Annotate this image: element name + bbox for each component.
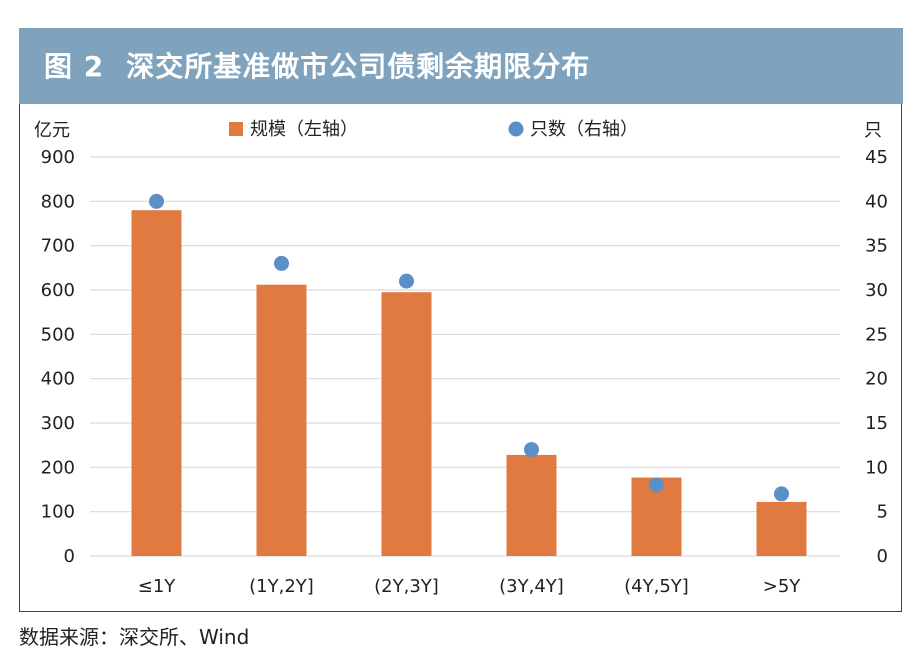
data-point xyxy=(274,255,289,271)
y-left-tick-label: 200 xyxy=(41,457,75,478)
figure-number: 图 2 xyxy=(44,50,105,83)
y-left-tick-label: 500 xyxy=(41,324,75,345)
y-right-tick-label: 15 xyxy=(865,413,888,434)
data-point xyxy=(524,442,539,458)
x-tick-label: (4Y,5Y] xyxy=(624,576,689,597)
y-axis-left-unit: 亿元 xyxy=(34,120,70,141)
x-tick-label: (2Y,3Y] xyxy=(374,576,439,597)
data-point xyxy=(774,486,789,502)
legend-dot-swatch xyxy=(508,121,524,137)
bar xyxy=(381,292,432,556)
y-left-tick-label: 100 xyxy=(41,502,75,523)
y-right-tick-label: 40 xyxy=(865,191,888,212)
bar xyxy=(256,284,307,556)
figure-header xyxy=(19,28,903,104)
y-left-tick-label: 600 xyxy=(41,280,75,301)
x-tick-label: ≤1Y xyxy=(138,576,177,597)
data-point xyxy=(399,273,414,289)
y-right-tick-label: 30 xyxy=(865,280,888,301)
y-left-tick-label: 0 xyxy=(64,546,75,567)
y-right-tick-label: 10 xyxy=(865,457,888,478)
y-right-tick-label: 0 xyxy=(877,546,888,567)
x-tick-label: >5Y xyxy=(763,576,802,597)
figure-title-text: 深交所基准做市公司债剩余期限分布 xyxy=(126,50,591,83)
y-left-tick-label: 300 xyxy=(41,413,75,434)
y-right-tick-label: 35 xyxy=(865,236,888,257)
legend-dot-label: 只数（右轴） xyxy=(530,119,638,140)
chart-frame xyxy=(19,104,902,612)
legend-bar-label: 规模（左轴） xyxy=(250,119,358,140)
legend-bar-swatch xyxy=(229,122,243,136)
bar xyxy=(506,454,557,556)
y-left-tick-label: 800 xyxy=(41,191,75,212)
y-right-tick-label: 45 xyxy=(865,147,888,168)
x-tick-label: (3Y,4Y] xyxy=(499,576,564,597)
data-point xyxy=(649,477,664,493)
figure-title: 图 2 深交所基准做市公司债剩余期限分布 xyxy=(44,42,590,92)
source-note: 数据来源：深交所、Wind xyxy=(19,625,250,649)
y-left-tick-label: 400 xyxy=(41,369,75,390)
y-left-tick-label: 900 xyxy=(41,147,75,168)
bar xyxy=(131,210,182,556)
bar xyxy=(756,501,807,556)
y-right-tick-label: 25 xyxy=(865,324,888,345)
data-point xyxy=(149,193,164,209)
y-right-tick-label: 5 xyxy=(877,502,888,523)
y-axis-right-unit: 只 xyxy=(864,120,882,141)
y-right-tick-label: 20 xyxy=(865,369,888,390)
x-tick-label: (1Y,2Y] xyxy=(249,576,314,597)
y-left-tick-label: 700 xyxy=(41,236,75,257)
